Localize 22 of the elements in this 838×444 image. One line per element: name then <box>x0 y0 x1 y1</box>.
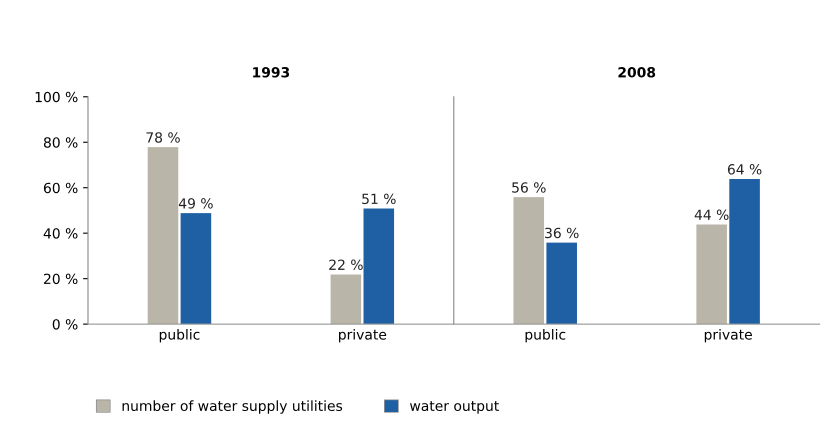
y-tick-label: 100 % <box>36 92 78 102</box>
y-tick-label: 40 % <box>44 228 78 239</box>
x-tick-label: private <box>339 328 386 342</box>
chart-title: 2008 <box>618 67 656 78</box>
chart-title: 1993 <box>253 67 290 78</box>
y-tick-label: 0 % <box>52 319 78 330</box>
legend-label: number of water supply utilities <box>122 400 342 414</box>
y-tick-label: 60 % <box>44 182 78 194</box>
data-label: 22 % <box>329 260 363 270</box>
legend-label: water output <box>410 401 499 414</box>
data-label: 64 % <box>728 164 762 175</box>
y-tick-label: 80 % <box>44 137 78 148</box>
data-label: 56 % <box>512 182 546 193</box>
x-tick-label: public <box>160 328 200 342</box>
data-label: 44 % <box>694 210 729 220</box>
data-label: 36 % <box>545 228 579 238</box>
x-tick-label: private <box>704 328 752 342</box>
data-label: 49 % <box>178 198 213 209</box>
data-label: 78 % <box>146 132 180 143</box>
y-tick-label: 20 % <box>44 274 78 284</box>
data-label: 51 % <box>362 194 396 204</box>
x-tick-label: public <box>526 328 566 342</box>
